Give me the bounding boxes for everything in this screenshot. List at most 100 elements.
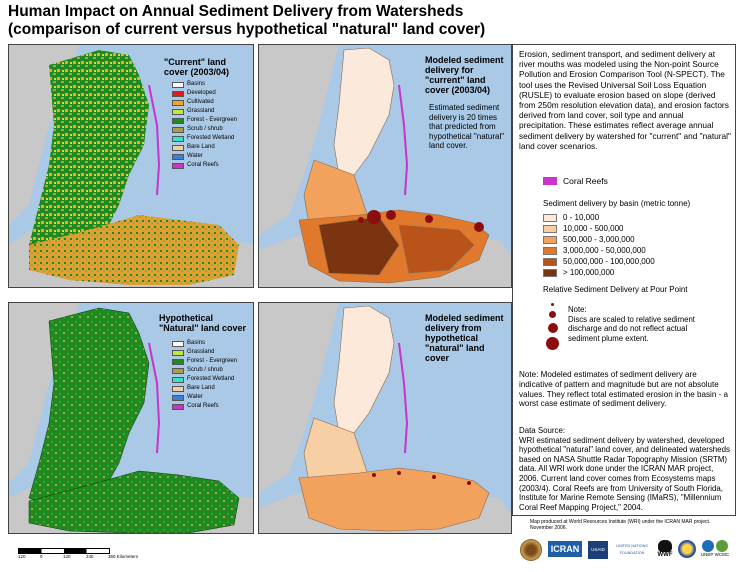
sediment-class: 3,000,000 - 50,000,000	[543, 245, 728, 256]
pour-disc-3	[548, 323, 558, 333]
logo-unep-wcmc: UNEP WCMC	[698, 540, 732, 562]
land-gray-1	[259, 45, 339, 235]
pour-point-4	[467, 481, 471, 485]
legend-item: Basins	[172, 339, 252, 348]
sediment-swatch	[543, 268, 557, 277]
current-landcover-map	[9, 45, 253, 287]
basins-honduras-mid	[398, 224, 475, 274]
main-subtitle: (comparison of current versus hypothetic…	[8, 21, 486, 38]
unep-icon	[702, 540, 714, 552]
pour-point-large-1	[367, 210, 381, 224]
pour-point-2	[386, 210, 396, 220]
legend-label: Coral Reefs	[187, 162, 219, 168]
pour-point-2	[397, 471, 401, 475]
legend-label: Scrub / shrub	[187, 367, 223, 373]
coral-reefs	[148, 342, 161, 454]
legend-swatch	[172, 117, 184, 124]
sediment-class: 0 - 10,000	[543, 212, 728, 223]
legend-swatch	[172, 394, 184, 401]
legend-label: Forested Wetland	[187, 135, 235, 141]
legend-label: Forest - Evergreen	[187, 117, 238, 123]
panel-title: Modeled sediment delivery from hypotheti…	[425, 313, 504, 363]
legend-item: Bare Land	[172, 384, 252, 393]
legend-item: Forest - Evergreen	[172, 357, 252, 366]
sediment-class: 10,000 - 500,000	[543, 223, 728, 234]
legend-item: Developed	[172, 89, 252, 98]
pour-point-4	[474, 222, 484, 232]
legend-swatch	[172, 358, 184, 365]
coral-reefs	[148, 84, 161, 196]
legend-label: Forest - Evergreen	[187, 358, 238, 364]
basins-north	[333, 47, 395, 176]
legend-item: Coral Reefs	[172, 161, 252, 170]
legend-label: Water	[187, 153, 203, 159]
logo-wwf: WWF	[656, 540, 674, 560]
legend-swatch	[172, 144, 184, 151]
legend-label: Forested Wetland	[187, 376, 235, 382]
map-current-sediment: Modeled sediment delivery for "current" …	[258, 44, 512, 288]
pour-point-3	[425, 215, 433, 223]
study-area-south	[28, 470, 240, 533]
coral-swatch	[543, 177, 557, 185]
legend-label: Cultivated	[187, 99, 214, 105]
sediment-label: 500,000 - 3,000,000	[563, 235, 635, 244]
logo-unf: UNITED NATIONS FOUNDATION	[616, 544, 648, 555]
scalebar: 120 0 120 240 360 Kilometers	[18, 548, 168, 562]
legend-label: Developed	[187, 90, 216, 96]
legend-item: Forested Wetland	[172, 375, 252, 384]
legend-label: Basins	[187, 81, 206, 87]
logo-seal	[678, 540, 696, 558]
legend-label: Basins	[187, 340, 206, 346]
pour-disc-1	[551, 303, 554, 306]
legend-item: Basins	[172, 80, 252, 89]
pour-disc-4	[546, 337, 559, 350]
pour-legend: Relative Sediment Delivery at Pour Point	[543, 284, 728, 295]
sediment-legend-title: Sediment delivery by basin (metric tonne…	[543, 199, 691, 208]
legend-item: Scrub / shrub	[172, 366, 252, 375]
sediment-swatch	[543, 224, 557, 233]
wcmc-icon	[716, 540, 728, 552]
landcover-legend: Basins Grassland Forest - Evergreen Scrub /…	[172, 339, 252, 411]
legend-item: Cultivated	[172, 98, 252, 107]
legend-label: Scrub / shrub	[187, 126, 223, 132]
legend-swatch	[172, 99, 184, 106]
study-area-north	[28, 307, 150, 509]
panel-title: Hypothetical "Natural" land cover	[159, 313, 247, 333]
legend-swatch	[172, 135, 184, 142]
coral-reefs	[398, 84, 409, 196]
sidebar-note2: Note: Modeled estimates of sediment deli…	[519, 370, 729, 409]
scalebar-bar	[18, 548, 110, 554]
landcover-legend: Basins Developed Cultivated Grassland Forest…	[172, 80, 252, 170]
pour-note: Note: Discs are scaled to relative sedim…	[568, 305, 695, 343]
map-natural-sediment: Modeled sediment delivery from hypotheti…	[258, 302, 512, 534]
legend-swatch	[172, 126, 184, 133]
pour-legend-title: Relative Sediment Delivery at Pour Point	[543, 285, 688, 294]
land-gray-1	[259, 303, 339, 493]
legend-label: Grassland	[187, 349, 215, 355]
sediment-classes: 0 - 10,000 10,000 - 500,000 500,000 - 3,00…	[543, 212, 728, 278]
basins-south	[298, 467, 490, 532]
legend-item: Scrub / shrub	[172, 125, 252, 134]
sediment-label: 3,000,000 - 50,000,000	[563, 246, 646, 255]
sediment-swatch	[543, 246, 557, 255]
sediment-label: 0 - 10,000	[563, 213, 600, 222]
legend-item: Forest - Evergreen	[172, 116, 252, 125]
coral-reefs	[398, 342, 409, 454]
legend-label: Bare Land	[187, 385, 215, 391]
credit: Map produced at World Resources Institut…	[530, 519, 711, 531]
study-area-north	[29, 50, 149, 255]
main-title: Human Impact on Annual Sediment Delivery…	[8, 3, 464, 20]
legend-item: Water	[172, 152, 252, 161]
legend-item: Bare Land	[172, 143, 252, 152]
legend-label: Coral Reefs	[187, 403, 219, 409]
basins-north	[333, 305, 395, 434]
logo-unep-label: UNEP WCMC	[700, 552, 730, 557]
natural-landcover-map	[9, 303, 253, 533]
panel-note: Estimated sediment delivery is 20 times …	[429, 103, 505, 150]
scalebar-label: 0	[40, 554, 43, 559]
coral-label: Coral Reefs	[563, 176, 608, 186]
legend-swatch	[172, 81, 184, 88]
legend-swatch	[172, 162, 184, 169]
logo-wri	[520, 539, 542, 561]
legend-swatch	[172, 108, 184, 115]
